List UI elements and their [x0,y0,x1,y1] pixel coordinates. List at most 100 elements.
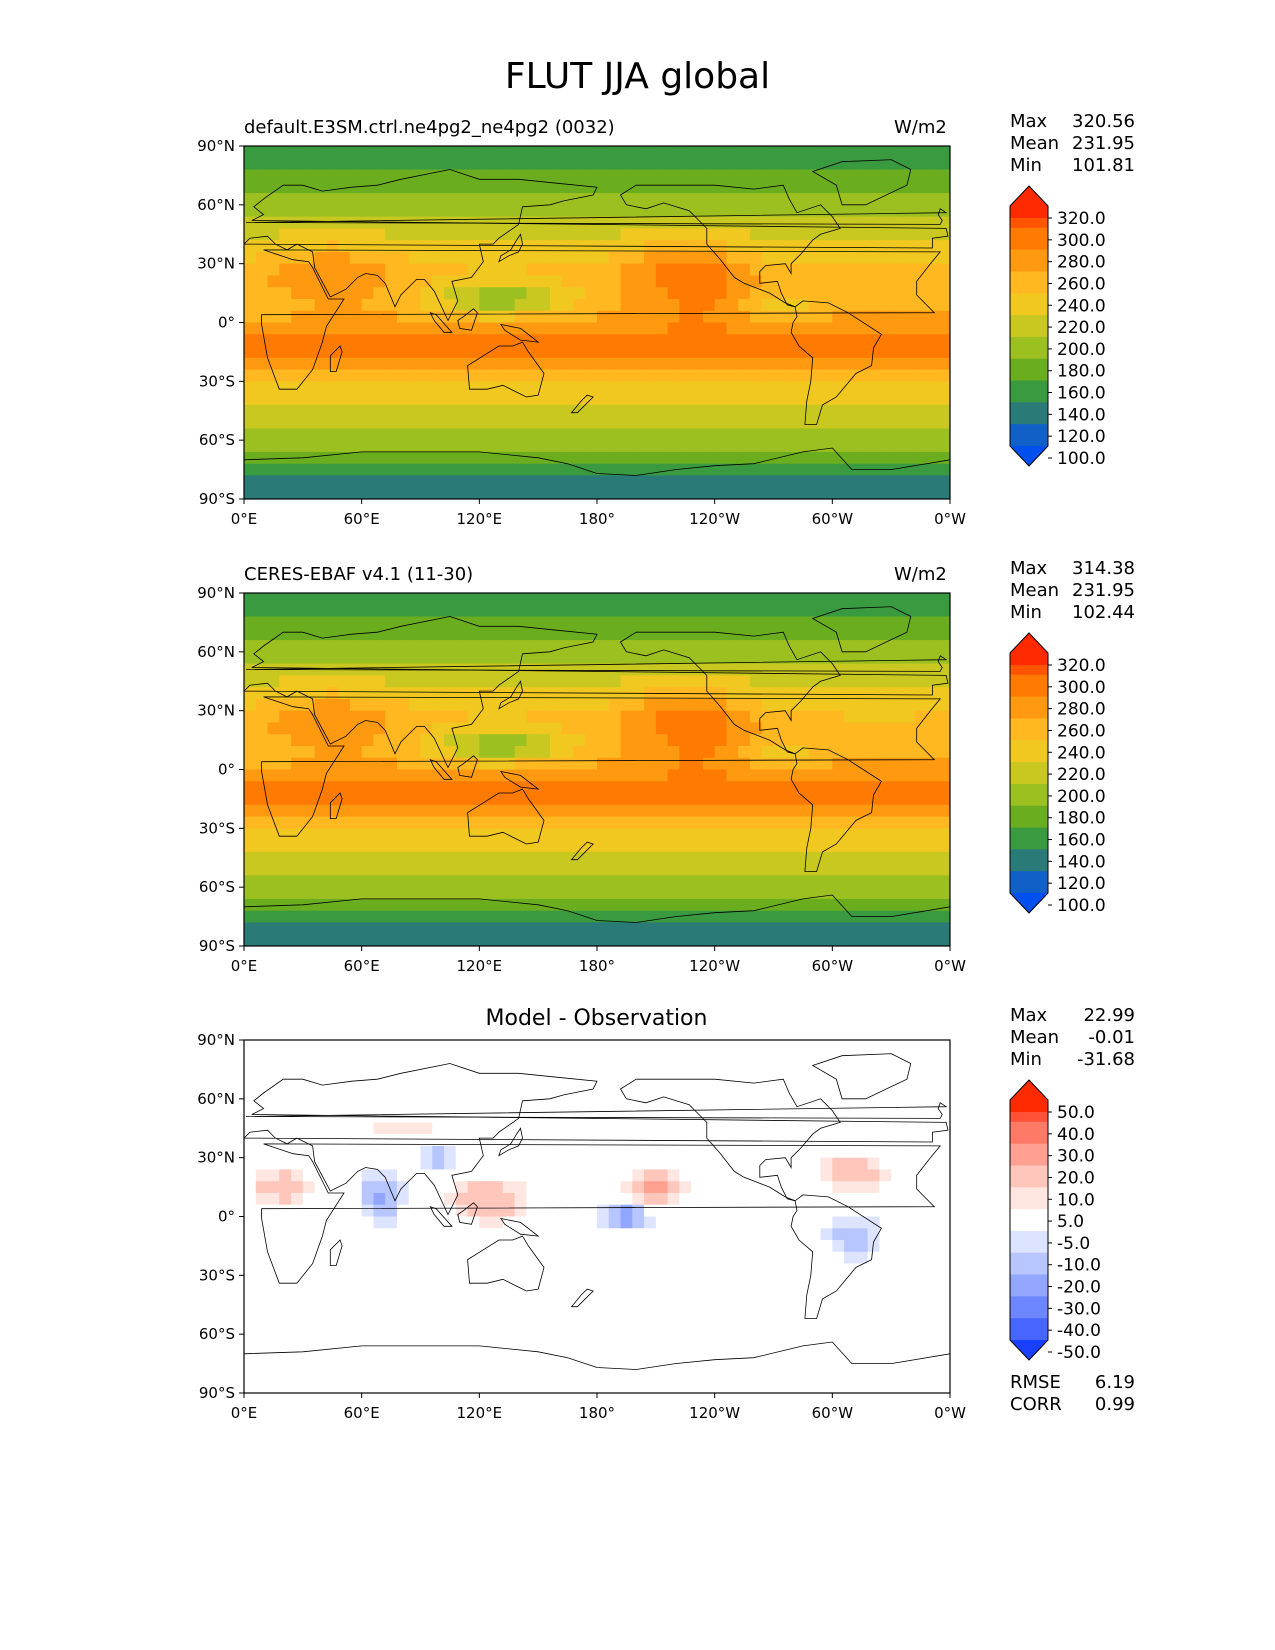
contour-cell [373,298,386,312]
contour-cell [267,734,280,747]
contour-cell [797,228,810,241]
contour-cell [479,1251,492,1265]
contour-cell [679,146,692,159]
contour-cell [655,369,669,382]
contour-cell [455,793,469,806]
contour-cell [820,793,833,806]
contour-cell [514,722,527,735]
contour-cell [302,910,316,924]
contour-cell [655,934,669,946]
contour-cell [608,369,622,382]
contour-cell [902,757,916,771]
contour-cell [891,287,904,300]
contour-cell [561,216,575,229]
contour-cell [749,146,763,159]
contour-cell [667,887,680,900]
contour-cell [502,1263,516,1276]
contour-cell [291,251,304,265]
contour-cell [291,887,304,900]
coastline-uk [245,208,948,225]
contour-cell [349,193,363,206]
contour-cell [385,816,398,829]
contour-cell [738,616,751,629]
contour-cell [444,204,457,218]
contour-cell [326,1087,339,1100]
contour-cell [361,922,375,935]
contour-cell [679,1345,692,1359]
contour-cell [867,416,880,429]
contour-cell [644,1251,657,1265]
contour-cell [797,428,810,441]
contour-cell [820,898,833,912]
contour-cell [561,204,575,218]
contour-cell [408,1298,422,1312]
contour-cell [644,934,657,946]
contour-cell [914,310,928,324]
contour-cell [373,1204,386,1218]
contour-cell [585,769,598,782]
map-panel-3: 0°E 60°E 120°E 180° 120°W 60°W 0°W90°N60°N30°N… [197,1031,966,1422]
contour-cell [385,745,398,759]
contour-cell [820,146,833,159]
contour-cell [808,416,822,429]
contour-cell [608,1251,622,1265]
contour-cell [255,1357,269,1371]
contour-cell [255,357,269,371]
contour-cell [644,1322,657,1335]
contour-cell [549,1216,563,1229]
contour-cell [938,404,950,418]
contour-cell [526,710,539,724]
contour-cell [620,628,633,641]
contour-cell [255,1134,269,1147]
contour-cell [855,404,869,418]
contour-cell [314,1275,327,1288]
contour-cell [408,404,422,418]
contour-cell [302,440,316,453]
contour-cell [267,675,280,688]
contour-cell [432,475,445,488]
contour-cell [702,1098,716,1112]
contour-cell [691,640,704,653]
contour-cell [914,463,928,477]
contour-cell [891,593,904,606]
contour-cell [385,369,398,382]
contour-cell [738,369,751,382]
contour-cell [820,757,833,771]
contour-cell [420,357,433,371]
contour-cell [891,816,904,829]
contour-cell [891,463,904,477]
contour-cell [785,781,798,794]
contour-cell [549,357,563,371]
contour-cell [691,604,704,618]
contour-cell [691,1063,704,1076]
contour-cell [373,1040,386,1053]
contour-cell [420,1181,433,1194]
contour-cell [914,604,928,618]
contour-cell [667,863,680,876]
contour-cell [655,910,669,924]
contour-cell [349,1345,363,1359]
contour-cell [691,393,704,406]
contour-cell [573,734,586,747]
contour-cell [902,404,916,418]
contour-cell [561,1216,575,1229]
contour-cell [891,887,904,900]
contour-cell [726,1181,739,1194]
contour-cell [408,828,422,841]
contour-cell [891,793,904,806]
contour-cell [267,1287,280,1300]
contour-cell [749,393,763,406]
contour-cell [267,1275,280,1288]
contour-cell [608,934,622,946]
contour-cell [267,1357,280,1371]
contour-cell [714,651,728,665]
contour-cell [867,675,880,688]
contour-cell [561,487,575,499]
contour-cell [749,381,763,394]
contour-cell [526,769,539,782]
contour-cell [244,1334,257,1347]
contour-cell [338,146,351,159]
contour-cell [302,275,316,288]
contour-cell [714,381,728,394]
contour-cell [761,404,775,418]
